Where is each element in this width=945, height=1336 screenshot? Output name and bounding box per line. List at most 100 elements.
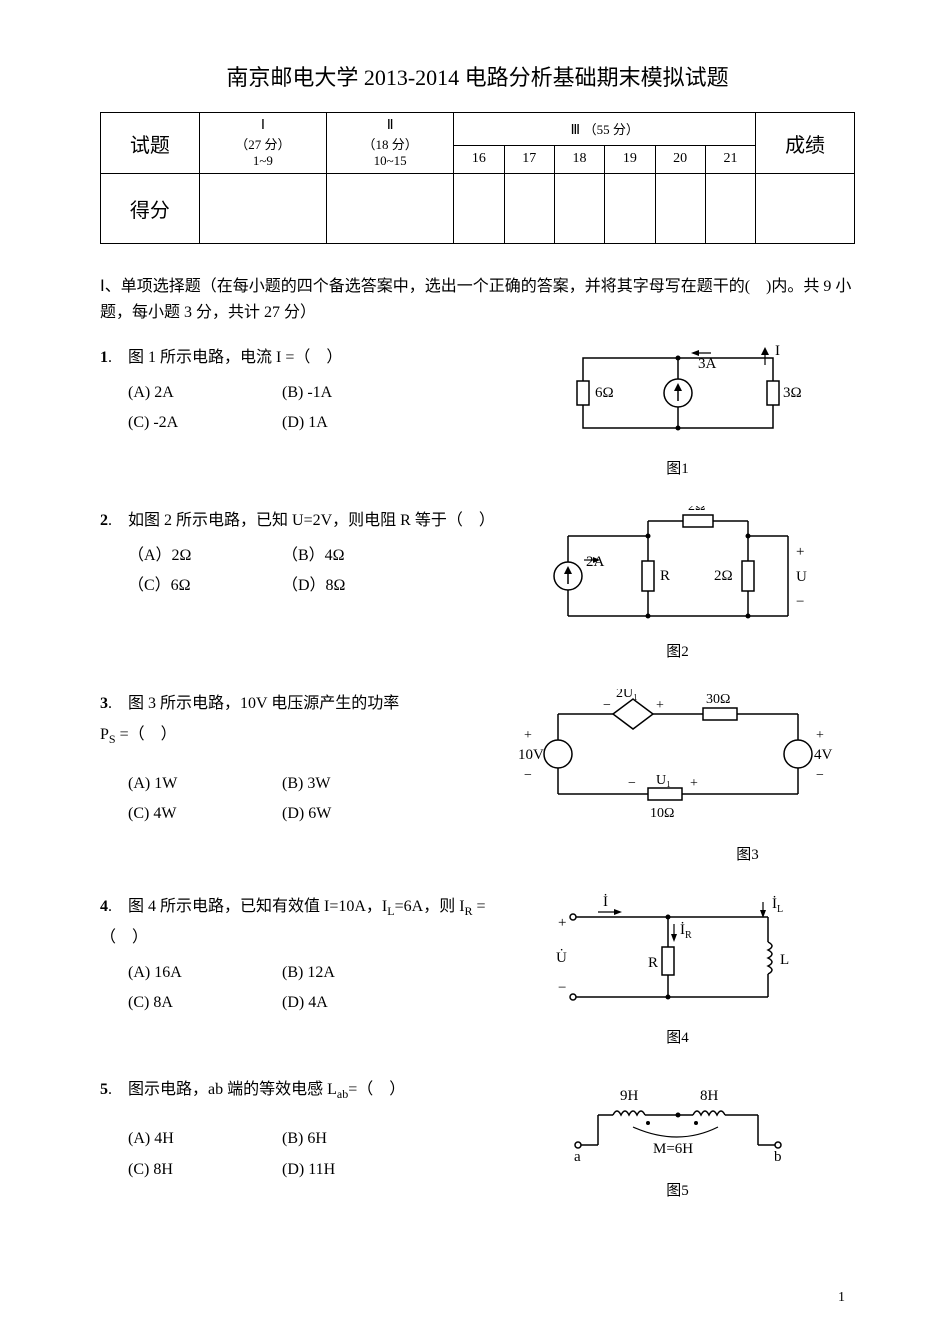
c2-range: 10~15 [333,153,447,169]
q5-sub: ab [337,1087,348,1101]
fig5-b: b [774,1149,782,1165]
blank [705,174,755,244]
c1-range: 1~9 [206,153,320,169]
fig4-IL: İL [772,896,783,915]
circuit-fig2: 2Ω 2A R 2Ω + U − [538,506,818,636]
th-got: 得分 [101,174,200,244]
fig2-caption: 图2 [666,640,689,661]
q3-text: 3. 图 3 所示电路，10V 电压源产生的功率 PS =（ ） (A) 1W … [100,689,500,829]
fig4-m: − [558,980,566,996]
q4-optB: (B) 12A [282,958,432,988]
fig1-I: I [775,343,780,359]
fig2-U: U [796,569,807,585]
q3-P: P [100,726,109,743]
fig3-u1m: − [628,776,636,791]
q3-optC: (C) 4W [128,799,278,829]
fig3-4v: 4V [814,747,833,763]
fig3-depm: − [603,698,611,713]
circuit-fig3: 2U₁ − + 30Ω + 4V − + 10V − 10Ω [518,689,838,839]
fig1-r3: 3Ω [783,385,802,401]
q2-optC: （C）6Ω [128,571,278,601]
fig3-u1p: + [690,776,698,791]
fig3-u1: U₁ [656,773,671,788]
fig3-caption: 图3 [736,843,759,864]
q2-optB: （B）4Ω [282,541,432,571]
fig5-9h: 9H [620,1088,639,1104]
q2-stem: 如图 2 所示电路，已知 U=2V，则电阻 R 等于（ ） [128,512,495,529]
c3-pts: （55 分） [584,122,639,137]
q1-optA: (A) 2A [128,378,278,408]
q5-optD: (D) 11H [282,1155,432,1185]
fig4-R: R [648,955,658,971]
blank [454,174,504,244]
th-final: 成绩 [756,113,855,174]
circuit-fig1: 6Ω 3A 3Ω I [553,343,803,453]
fig3-10m: − [524,768,532,783]
question-2: 2. 如图 2 所示电路，已知 U=2V，则电阻 R 等于（ ） （A）2Ω （… [100,506,855,661]
fig4-I: İ [603,894,608,910]
q4-optC: (C) 8A [128,988,278,1018]
fig2-plus: + [796,544,804,560]
q1-figure: 6Ω 3A 3Ω I 图1 [500,343,855,478]
page-title: 南京邮电大学 2013-2014 电路分析基础期末模拟试题 [100,60,855,92]
c3-19: 19 [605,145,655,173]
q2-text: 2. 如图 2 所示电路，已知 U=2V，则电阻 R 等于（ ） （A）2Ω （… [100,506,500,601]
c3-roman: Ⅲ [570,123,580,138]
q1-text: 1. 图 1 所示电路，电流 I =（ ） (A) 2A (B) -1A (C)… [100,343,500,438]
fig2-r2a: 2Ω [688,506,705,514]
fig5-M: M=6H [653,1141,693,1157]
fig3-10p: + [524,728,532,743]
question-4: 4. 图 4 所示电路，已知有效值 I=10A，IL=6A，则 IR =（ ） … [100,892,855,1047]
page-number: 1 [838,1290,845,1306]
q5-optB: (B) 6H [282,1124,432,1154]
section1-instr: Ⅰ、单项选择题（在每小题的四个备选答案中，选出一个正确的答案，并将其字母写在题干… [100,274,855,325]
fig5-8h: 8H [700,1088,719,1104]
fig1-caption: 图1 [666,457,689,478]
th-question: 试题 [101,113,200,174]
fig2-r2b: 2Ω [714,568,733,584]
c3-20: 20 [655,145,705,173]
score-table: 试题 Ⅰ （27 分） 1~9 Ⅱ （18 分） 10~15 Ⅲ （55 分） … [100,112,855,244]
q3-optD: (D) 6W [282,799,432,829]
q4-optA: (A) 16A [128,958,278,988]
fig5-a: a [574,1149,581,1165]
fig2-R: R [660,568,670,584]
fig4-L: L [780,952,789,968]
fig3-depp: + [656,698,664,713]
q4-s2: =6A，则 I [395,898,465,915]
blank [655,174,705,244]
circuit-fig5: a b 9H 8H M=6H [558,1075,798,1175]
q3-stem1: 图 3 所示电路，10V 电压源产生的功率 [128,695,399,712]
q4-text: 4. 图 4 所示电路，已知有效值 I=10A，IL=6A，则 IR =（ ） … [100,892,500,1018]
q4-sub1: L [387,904,394,918]
c1-roman: Ⅰ [206,117,320,134]
col2: Ⅱ （18 分） 10~15 [327,113,454,174]
q2-optA: （A）2Ω [128,541,278,571]
q5-s2: =（ ） [348,1081,405,1098]
c2-pts: （18 分） [333,134,447,153]
c2-roman: Ⅱ [333,117,447,134]
col3-hdr: Ⅲ （55 分） [454,113,756,146]
fig3-r30: 30Ω [706,692,730,707]
blank [605,174,655,244]
fig4-U: U̇ [556,949,567,966]
fig4-caption: 图4 [666,1026,689,1047]
fig5-caption: 图5 [666,1179,689,1200]
q3-figure: 2U₁ − + 30Ω + 4V − + 10V − 10Ω [500,689,855,864]
q3-optB: (B) 3W [282,769,432,799]
q5-text: 5. 图示电路，ab 端的等效电感 Lab=（ ） (A) 4H (B) 6H … [100,1075,500,1185]
fig4-IR: İR [680,922,692,941]
circuit-fig4: İ + U̇ − R İR L İL [548,892,808,1022]
fig3-4p: + [816,728,824,743]
q5-s1: 图示电路，ab 端的等效电感 L [128,1081,337,1098]
q5-figure: a b 9H 8H M=6H 图5 [500,1075,855,1200]
blank [554,174,604,244]
q1-stem: 图 1 所示电路，电流 I =（ ） [128,349,342,366]
blank [199,174,326,244]
c3-17: 17 [504,145,554,173]
fig2-minus: − [796,594,804,610]
q4-sub2: R [465,904,473,918]
q1-optD: (D) 1A [282,408,432,438]
fig1-r6: 6Ω [595,385,614,401]
q3-optA: (A) 1W [128,769,278,799]
